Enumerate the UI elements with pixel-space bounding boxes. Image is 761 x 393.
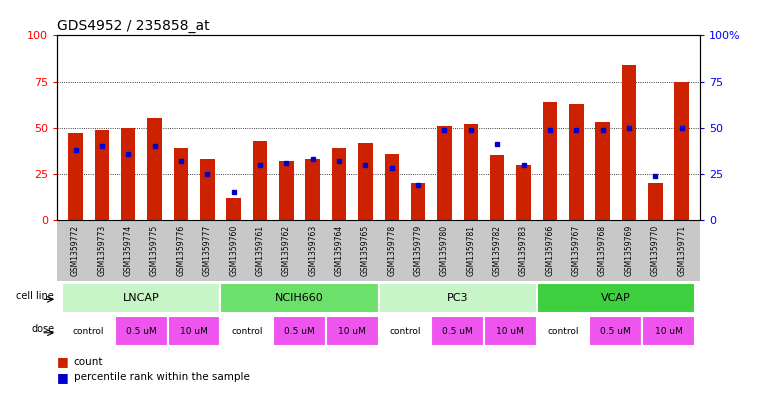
- Text: GSM1359767: GSM1359767: [572, 225, 581, 276]
- Text: GSM1359760: GSM1359760: [229, 225, 238, 276]
- Text: GSM1359769: GSM1359769: [625, 225, 633, 276]
- Bar: [595, 122, 610, 220]
- Text: count: count: [74, 356, 103, 367]
- Text: GSM1359766: GSM1359766: [546, 225, 555, 276]
- Text: ■: ■: [57, 371, 68, 384]
- Text: GSM1359763: GSM1359763: [308, 225, 317, 276]
- Text: GSM1359762: GSM1359762: [282, 225, 291, 276]
- Bar: [490, 155, 505, 220]
- Text: cell line: cell line: [17, 291, 54, 301]
- Bar: [62, 283, 221, 313]
- Bar: [121, 128, 135, 220]
- Text: GSM1359765: GSM1359765: [361, 225, 370, 276]
- Text: GSM1359777: GSM1359777: [202, 225, 212, 276]
- Bar: [68, 133, 83, 220]
- Bar: [62, 316, 115, 346]
- Text: LNCAP: LNCAP: [123, 293, 160, 303]
- Text: control: control: [231, 327, 263, 336]
- Bar: [537, 316, 590, 346]
- Text: GSM1359780: GSM1359780: [440, 225, 449, 276]
- Text: 10 uM: 10 uM: [654, 327, 683, 336]
- Bar: [227, 198, 241, 220]
- Bar: [174, 148, 188, 220]
- Text: 10 uM: 10 uM: [180, 327, 208, 336]
- Text: 0.5 uM: 0.5 uM: [442, 327, 473, 336]
- Text: GSM1359779: GSM1359779: [414, 225, 422, 276]
- Bar: [543, 102, 557, 220]
- Text: GSM1359771: GSM1359771: [677, 225, 686, 276]
- Text: control: control: [389, 327, 421, 336]
- Bar: [221, 316, 273, 346]
- Text: control: control: [547, 327, 579, 336]
- Bar: [221, 283, 379, 313]
- Text: GSM1359772: GSM1359772: [71, 225, 80, 276]
- Bar: [569, 104, 584, 220]
- Bar: [463, 124, 478, 220]
- Text: GSM1359778: GSM1359778: [387, 225, 396, 276]
- Text: GDS4952 / 235858_at: GDS4952 / 235858_at: [57, 19, 210, 33]
- Text: PC3: PC3: [447, 293, 469, 303]
- Bar: [200, 159, 215, 220]
- Text: GSM1359770: GSM1359770: [651, 225, 660, 276]
- Text: GSM1359783: GSM1359783: [519, 225, 528, 276]
- Text: GSM1359774: GSM1359774: [124, 225, 132, 276]
- Text: 0.5 uM: 0.5 uM: [126, 327, 157, 336]
- Text: VCAP: VCAP: [601, 293, 631, 303]
- Bar: [648, 183, 663, 220]
- Text: ■: ■: [57, 355, 68, 368]
- Bar: [115, 316, 167, 346]
- Bar: [674, 82, 689, 220]
- Text: GSM1359781: GSM1359781: [466, 225, 476, 276]
- Bar: [411, 183, 425, 220]
- Bar: [438, 126, 452, 220]
- Bar: [431, 316, 484, 346]
- Bar: [305, 159, 320, 220]
- Bar: [332, 148, 346, 220]
- Bar: [94, 130, 109, 220]
- Bar: [253, 141, 267, 220]
- Bar: [279, 161, 294, 220]
- Bar: [379, 283, 537, 313]
- Text: 10 uM: 10 uM: [496, 327, 524, 336]
- Text: GSM1359761: GSM1359761: [256, 225, 265, 276]
- Bar: [358, 143, 373, 220]
- Text: GSM1359776: GSM1359776: [177, 225, 186, 276]
- Bar: [516, 165, 530, 220]
- Bar: [273, 316, 326, 346]
- Text: GSM1359768: GSM1359768: [598, 225, 607, 276]
- Text: 0.5 uM: 0.5 uM: [284, 327, 315, 336]
- Text: GSM1359782: GSM1359782: [492, 225, 501, 276]
- Text: GSM1359764: GSM1359764: [335, 225, 343, 276]
- Text: NCIH660: NCIH660: [275, 293, 324, 303]
- Bar: [537, 283, 695, 313]
- Text: GSM1359775: GSM1359775: [150, 225, 159, 276]
- Bar: [148, 119, 162, 220]
- Bar: [384, 154, 399, 220]
- Bar: [590, 316, 642, 346]
- Bar: [484, 316, 537, 346]
- Text: control: control: [73, 327, 104, 336]
- Bar: [642, 316, 695, 346]
- Bar: [167, 316, 221, 346]
- Bar: [622, 65, 636, 220]
- Text: 10 uM: 10 uM: [339, 327, 366, 336]
- Text: 0.5 uM: 0.5 uM: [600, 327, 631, 336]
- Text: dose: dose: [31, 325, 54, 334]
- Text: percentile rank within the sample: percentile rank within the sample: [74, 372, 250, 382]
- Bar: [326, 316, 378, 346]
- Bar: [379, 316, 431, 346]
- Text: GSM1359773: GSM1359773: [97, 225, 107, 276]
